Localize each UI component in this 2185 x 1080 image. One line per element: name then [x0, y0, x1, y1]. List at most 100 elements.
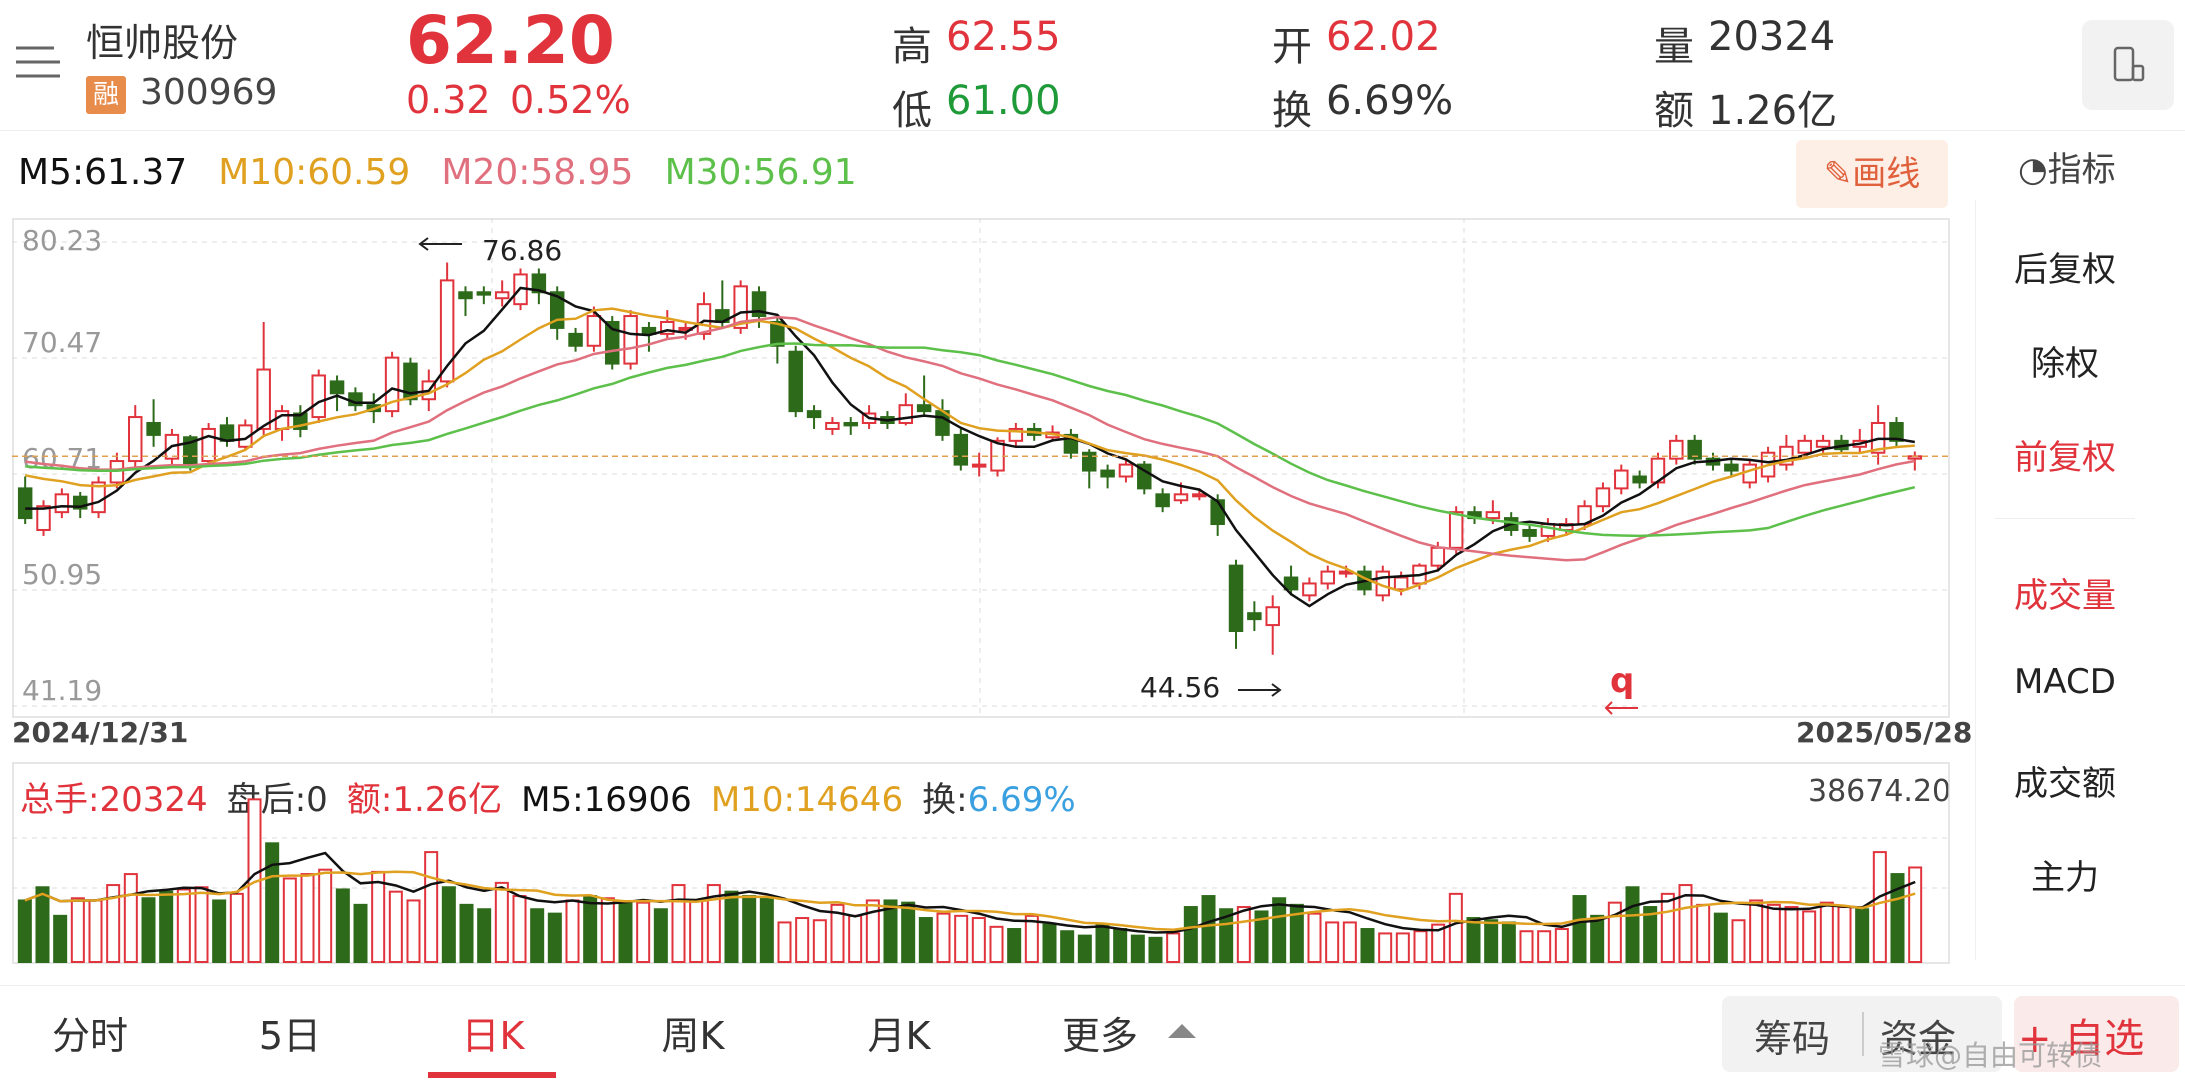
tab-daily-k[interactable]: 日K: [461, 1014, 525, 1058]
date-start: 2024/12/31: [12, 716, 189, 749]
candle-body: [1815, 439, 1831, 448]
vol-turnover-label: 换:: [922, 780, 968, 820]
volume-bar: [1130, 934, 1145, 964]
low-value: 61.00: [946, 78, 1061, 124]
volume-bar: [141, 897, 156, 963]
volume-bar: [194, 886, 209, 963]
candle-body: [568, 332, 583, 347]
volume-bar: [1519, 930, 1534, 963]
volume-bar: [1625, 886, 1640, 963]
high-value: 62.55: [946, 14, 1061, 60]
volume-bar: [512, 895, 527, 963]
volume-bar: [388, 890, 403, 963]
candle-body: [898, 404, 914, 425]
rong-badge: 融: [86, 76, 126, 114]
menu-icon[interactable]: [14, 42, 62, 82]
volume-ma10-line: [24, 870, 1916, 931]
candle-body: [1137, 463, 1152, 490]
tab-intraday[interactable]: 分时: [51, 1014, 128, 1058]
volume-bar: [1590, 914, 1605, 963]
volume-bar: [1448, 892, 1463, 964]
candle-body: [274, 410, 290, 430]
tab-5day[interactable]: 5日: [258, 1014, 322, 1058]
q-annotation: q: [1610, 661, 1634, 701]
volume-bar: [812, 919, 827, 963]
indicator-button[interactable]: ◔指标: [2018, 142, 2116, 191]
chips-label: 筹码: [1754, 1017, 1831, 1061]
volume-bar: [1766, 903, 1781, 963]
candle-body: [660, 320, 675, 335]
volume-chart[interactable]: [12, 762, 1950, 967]
volume-bar: [106, 884, 121, 963]
menu-pre-adjusted[interactable]: 前复权: [2014, 438, 2116, 478]
candle-body: [1320, 570, 1335, 585]
volume-bar: [1908, 866, 1923, 963]
volume-bar: [724, 890, 739, 963]
candle-body: [146, 422, 161, 436]
funds-label: 资金: [1880, 1017, 1957, 1061]
volume-bar: [989, 925, 1004, 963]
high-label: 高: [892, 24, 932, 70]
volume-bar: [671, 884, 686, 963]
volume-bar: [265, 842, 280, 963]
ma20-label: M20:58.95: [441, 152, 634, 193]
chart-frame: [12, 218, 1950, 718]
volume-bar: [971, 917, 986, 963]
high-annotation: 76.86: [482, 234, 562, 267]
candle-body: [1265, 606, 1280, 627]
volume-bar: [742, 895, 757, 963]
menu-main-force[interactable]: 主力: [2031, 858, 2099, 898]
draw-line-button[interactable]: ✎画线: [1796, 140, 1948, 208]
volume-bar: [1731, 919, 1746, 963]
menu-post-adjusted[interactable]: 后复权: [2014, 250, 2116, 290]
volume-bar: [123, 873, 138, 963]
candle-body: [531, 273, 547, 294]
volume-bar: [159, 890, 174, 963]
candle-body: [1082, 451, 1097, 472]
ma30-line: [25, 342, 1916, 538]
candle-body: [17, 487, 33, 520]
turnover-label: 换: [1272, 88, 1312, 134]
candle-body: [1614, 469, 1629, 490]
volume-bar: [1678, 884, 1693, 963]
menu-volume[interactable]: 成交量: [2014, 576, 2116, 616]
candle-body: [494, 291, 510, 300]
volume-bar: [865, 899, 880, 963]
volume-bar: [335, 888, 350, 963]
volume-bar: [583, 895, 598, 963]
volume-bar: [1254, 910, 1269, 964]
candle-body: [36, 505, 51, 531]
menu-ex-rights[interactable]: 除权: [2031, 344, 2099, 384]
volume-frame: [12, 762, 1950, 964]
tab-more[interactable]: 更多: [1061, 1014, 1138, 1058]
menu-macd[interactable]: MACD: [2014, 662, 2116, 702]
tab-monthly-k[interactable]: 月K: [867, 1014, 931, 1058]
volume-bar: [1696, 903, 1711, 963]
menu-turnover-amount[interactable]: 成交额: [2014, 764, 2116, 804]
caret-up-icon[interactable]: [1168, 1024, 1196, 1038]
volume-bar: [1572, 895, 1587, 963]
volume-bar: [424, 851, 439, 963]
candle-body: [384, 356, 400, 413]
add-watchlist-label: + 自选: [2018, 1016, 2145, 1062]
landscape-toggle-button[interactable]: [2082, 20, 2174, 110]
volume-bar: [565, 899, 580, 963]
y-tick-label: 50.95: [22, 558, 102, 591]
volume-bar: [1166, 932, 1181, 964]
y-tick-label: 41.19: [22, 674, 102, 707]
ma-legend: M5:61.37 M10:60.59 M20:58.95 M30:56.91: [18, 152, 883, 193]
add-watchlist-button[interactable]: [2014, 996, 2179, 1072]
gauge-icon: ◔: [2018, 150, 2048, 190]
candle-body: [843, 422, 858, 427]
candle-body: [1448, 511, 1464, 549]
candle-body: [1210, 499, 1225, 526]
watermark: 雪球@自由可转债: [1878, 1039, 2103, 1072]
tab-weekly-k[interactable]: 周K: [661, 1014, 725, 1058]
volume-bar: [1872, 851, 1887, 963]
ma10-label: M10:60.59: [218, 152, 411, 193]
volume-bar: [1537, 930, 1552, 963]
candle-body: [128, 416, 143, 463]
vol-m10: M10:14646: [710, 780, 904, 820]
volume-bar: [1413, 930, 1428, 963]
